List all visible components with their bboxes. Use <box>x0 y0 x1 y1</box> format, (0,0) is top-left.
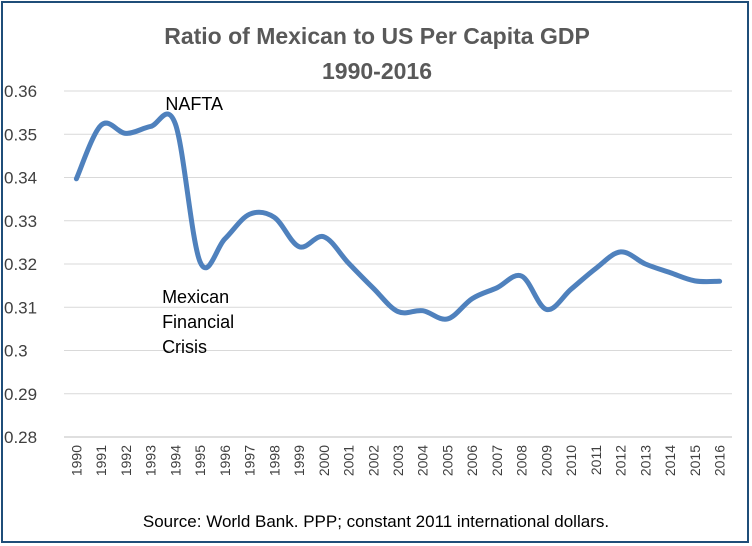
x-tick-label: 1995 <box>192 445 208 476</box>
x-tick-label: 2011 <box>588 445 604 475</box>
y-tick-label: 0.36 <box>4 82 37 101</box>
chart-subtitle: 1990-2016 <box>322 58 432 84</box>
chart-title: Ratio of Mexican to US Per Capita GDP <box>164 23 590 49</box>
y-tick-label: 0.34 <box>4 169 37 188</box>
y-axis: 0.28 0.29 0.3 0.31 0.32 0.33 0.34 0.35 0.36 <box>4 82 37 447</box>
x-tick-label: 1994 <box>167 445 183 476</box>
x-tick-label: 2005 <box>439 445 455 476</box>
y-tick-label: 0.31 <box>4 298 37 317</box>
x-tick-label: 2002 <box>365 445 381 476</box>
gridlines <box>64 90 732 438</box>
x-tick-label: 2012 <box>613 445 629 476</box>
x-tick-label: 1991 <box>93 445 109 476</box>
y-tick-label: 0.29 <box>4 385 37 404</box>
x-tick-label: 1992 <box>118 445 134 476</box>
x-tick-label: 2016 <box>712 445 728 476</box>
y-tick-label: 0.32 <box>4 255 37 274</box>
x-tick-label: 2010 <box>563 445 579 476</box>
x-tick-label: 1996 <box>217 445 233 476</box>
y-tick-label: 0.28 <box>4 428 37 447</box>
x-tick-label: 1993 <box>143 445 159 476</box>
annotations: NAFTA Mexican Financial Crisis <box>162 94 234 357</box>
x-tick-label: 1998 <box>266 445 282 476</box>
x-tick-label: 2001 <box>341 445 357 476</box>
x-tick-label: 2008 <box>514 445 530 476</box>
y-tick-label: 0.3 <box>4 342 28 361</box>
x-tick-label: 2009 <box>538 445 554 476</box>
x-tick-label: 1999 <box>291 445 307 476</box>
x-tick-label: 2000 <box>316 445 332 476</box>
x-tick-label: 1997 <box>242 445 258 476</box>
x-tick-label: 2003 <box>390 445 406 476</box>
x-tick-label: 2015 <box>687 445 703 476</box>
x-tick-label: 2013 <box>637 445 653 476</box>
x-tick-label: 1990 <box>68 445 84 476</box>
annotation-nafta: NAFTA <box>165 94 223 114</box>
x-axis: 1990 1991 1992 1993 1994 1995 1996 1997 1998 1999… <box>68 445 727 476</box>
x-tick-label: 2007 <box>489 445 505 476</box>
series-line-gdp-ratio <box>73 111 723 322</box>
x-tick-label: 2014 <box>662 445 678 476</box>
x-tick-label: 2006 <box>464 445 480 476</box>
annotation-mexican-financial-crisis: Mexican Financial Crisis <box>162 287 234 357</box>
y-tick-label: 0.33 <box>4 212 37 231</box>
source-note: Source: World Bank. PPP; constant 2011 i… <box>143 512 609 531</box>
x-tick-label: 2004 <box>415 445 431 476</box>
y-tick-label: 0.35 <box>4 125 37 144</box>
